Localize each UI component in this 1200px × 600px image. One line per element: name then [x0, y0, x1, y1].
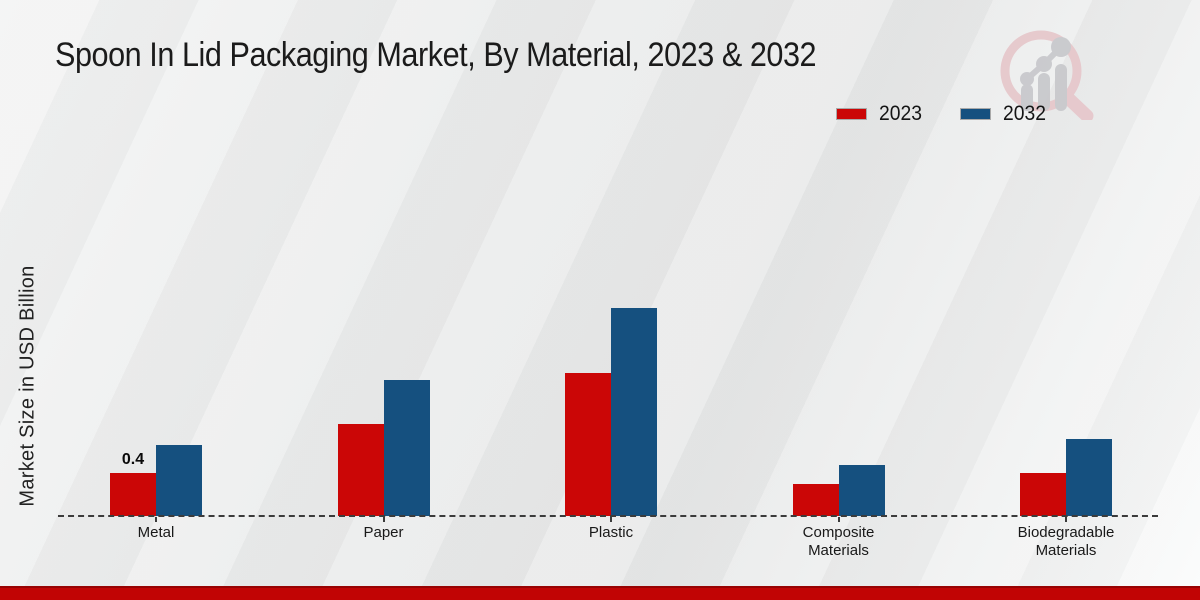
category-label-metal: Metal: [137, 524, 175, 541]
category-label-paper: Paper: [363, 524, 404, 541]
magnifier-growth-chart-icon: [1000, 30, 1094, 123]
bar-2023-composite-materials: [792, 484, 839, 516]
y-axis-label: Market Size in USD Billion: [16, 265, 39, 507]
category-label-composite-materials: Composite Materials: [802, 524, 875, 560]
bar-2023-metal: [110, 473, 156, 516]
legend: 2023 2032: [836, 102, 1049, 126]
bar-2032-paper: [383, 380, 430, 516]
legend-swatch-2023: [836, 108, 867, 120]
chart-title: Spoon In Lid Packaging Market, By Materi…: [55, 36, 817, 74]
x-axis-baseline: [58, 515, 1158, 517]
footer-accent-bar: [0, 586, 1200, 600]
bar-2023-plastic: [565, 373, 611, 516]
x-axis-tick: [382, 517, 385, 522]
category-label-plastic: Plastic: [588, 524, 634, 541]
value-label-2023-metal: 0.4: [121, 451, 145, 468]
x-axis-tick: [155, 517, 157, 522]
bar-2032-composite-materials: [838, 465, 885, 516]
bar-2023-biodegradable-materials: [1020, 473, 1066, 516]
legend-item-2023: 2023: [836, 102, 926, 126]
legend-item-2032: 2032: [959, 102, 1050, 126]
legend-swatch-2032: [959, 108, 991, 120]
x-axis-tick: [610, 517, 612, 522]
bar-2032-metal: [156, 445, 202, 516]
x-axis-tick: [837, 517, 840, 522]
bar-2032-biodegradable-materials: [1066, 439, 1112, 516]
category-label-biodegradable-materials: Biodegradable Materials: [1017, 524, 1115, 560]
legend-label-2032: 2032: [1002, 102, 1046, 125]
brand-logo: [988, 26, 1098, 123]
bar-2023-paper: [337, 424, 384, 516]
x-axis-tick: [1065, 517, 1067, 522]
legend-label-2023: 2023: [879, 102, 922, 125]
bar-2032-plastic: [611, 308, 657, 516]
